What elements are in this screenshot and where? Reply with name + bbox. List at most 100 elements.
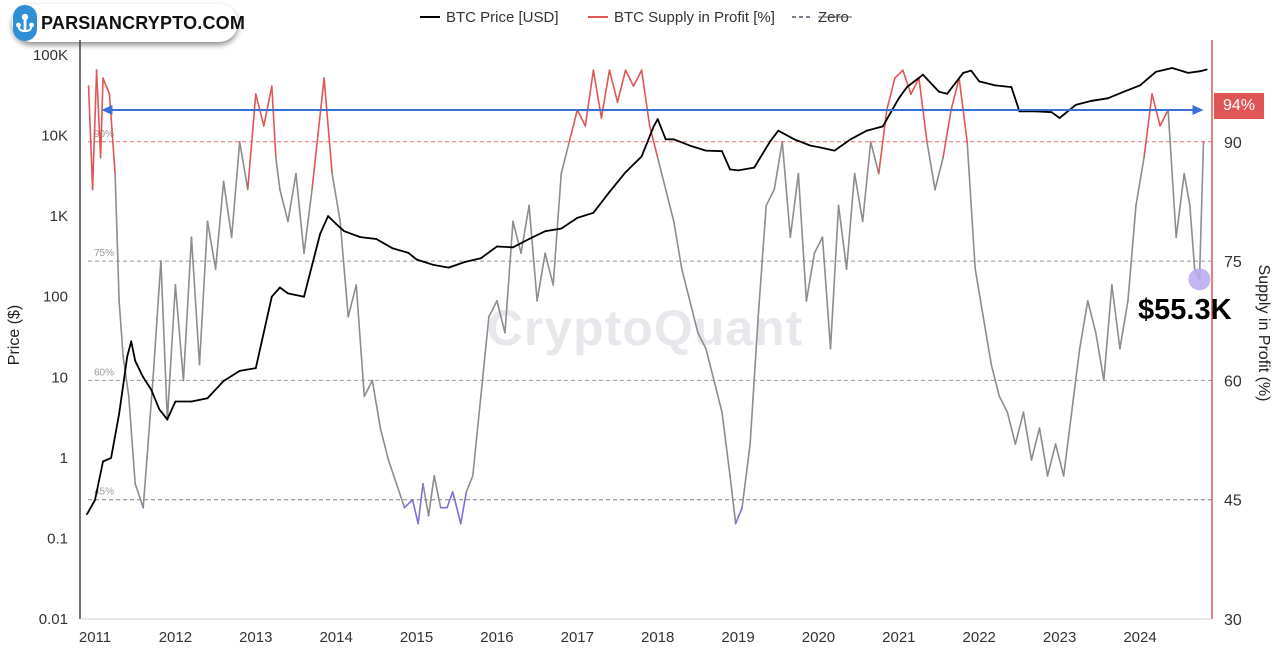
supply-point (142, 506, 145, 509)
supply-segment (1183, 172, 1191, 207)
price-point (1171, 67, 1174, 69)
supply-segment (363, 379, 374, 398)
supply-point (295, 172, 297, 175)
x-tick-2016: 2016 (480, 629, 513, 646)
supply-segment (640, 69, 651, 127)
price-point (544, 230, 547, 233)
y-right-tick-30: 30 (1224, 612, 1242, 629)
supply-point (311, 188, 313, 191)
supply-value-badge: 94% (1214, 93, 1264, 119)
legend: BTC Price [USD] BTC Supply in Profit [%] Z… (420, 9, 852, 26)
supply-segment (271, 85, 277, 159)
supply-point (520, 252, 522, 254)
supply-segment (379, 427, 390, 461)
supply-segment (1143, 93, 1153, 159)
supply-point (198, 363, 201, 366)
price-point (608, 190, 611, 193)
supply-segment (122, 355, 130, 398)
price-point (729, 168, 731, 171)
supply-point (789, 236, 792, 239)
arrow-head-left-icon (101, 104, 113, 115)
supply-segment (174, 284, 185, 382)
legend-label-0[interactable]: BTC Price [USD] (446, 9, 559, 26)
supply-point (1086, 300, 1089, 302)
supply-point (118, 300, 120, 302)
supply-segment (222, 180, 233, 239)
supply-segment (287, 172, 297, 223)
supply-segment (885, 77, 896, 111)
reference-label-90%: 90% (94, 129, 114, 140)
supply-segment (403, 498, 414, 509)
price-point (1074, 104, 1077, 106)
supply-segment (749, 315, 759, 445)
supply-point (102, 77, 104, 79)
price-point (809, 144, 812, 147)
supply-segment (672, 220, 683, 270)
y-right-tick-45: 45 (1224, 493, 1242, 510)
price-point (222, 380, 225, 382)
price-point (206, 397, 209, 400)
supply-point (465, 490, 468, 493)
x-tick-2022: 2022 (963, 629, 996, 646)
legend-label-1[interactable]: BTC Supply in Profit [%] (614, 9, 775, 26)
supply-point (287, 220, 289, 223)
supply-point (1111, 284, 1113, 286)
price-point (327, 215, 330, 218)
reference-label-75%: 75% (94, 248, 114, 259)
price-point (793, 138, 796, 141)
supply-segment (303, 188, 313, 254)
supply-segment (417, 482, 424, 525)
supply-point (648, 125, 651, 127)
supply-point (472, 475, 474, 477)
supply-segment (544, 252, 554, 286)
supply-point (122, 355, 124, 358)
supply-point (552, 284, 554, 286)
axes: 2011 2012 2013 2014 2015 2016 2017 2018 2019 2020… (6, 40, 1272, 646)
supply-point (459, 522, 462, 525)
supply-point (926, 141, 928, 143)
price-point (1187, 71, 1190, 74)
price-point (303, 295, 305, 298)
supply-point (387, 459, 390, 461)
supply-point (371, 379, 374, 382)
price-point (190, 400, 193, 403)
supply-segment (91, 69, 98, 191)
supply-segment (861, 141, 872, 223)
price-point (254, 367, 257, 370)
supply-point (403, 506, 406, 509)
supply-point (821, 236, 824, 239)
price-point (278, 286, 281, 289)
supply-point (303, 252, 305, 254)
supply-point (160, 260, 162, 262)
supply-point (845, 268, 848, 270)
supply-point (853, 172, 856, 175)
arrow-head-right-icon (1192, 104, 1204, 115)
supply-point (1127, 300, 1129, 302)
supply-point (741, 506, 743, 509)
price-point (592, 211, 595, 214)
supply-point (1014, 443, 1017, 445)
supply-point (1143, 156, 1145, 159)
price-point (447, 266, 450, 269)
supply-point (837, 204, 840, 207)
supply-point (411, 498, 414, 501)
supply-point (271, 85, 273, 87)
supply-point (998, 395, 1001, 398)
x-tick-2024: 2024 (1123, 629, 1156, 646)
supply-segment (805, 252, 816, 302)
price-callout: $55.3K (1138, 294, 1232, 326)
supply-segment (713, 379, 723, 414)
supply-segment (689, 300, 699, 334)
supply-segment (99, 77, 104, 159)
supply-segment (1127, 204, 1137, 302)
supply-segment (990, 363, 1001, 398)
supply-segment (934, 156, 944, 191)
price-point (777, 129, 780, 132)
supply-segment (734, 506, 743, 525)
supply-point (942, 156, 944, 159)
supply-point (496, 300, 498, 302)
supply-segment (721, 411, 731, 477)
supply-point (1046, 475, 1049, 477)
price-point (656, 118, 659, 121)
supply-segment (411, 498, 419, 525)
